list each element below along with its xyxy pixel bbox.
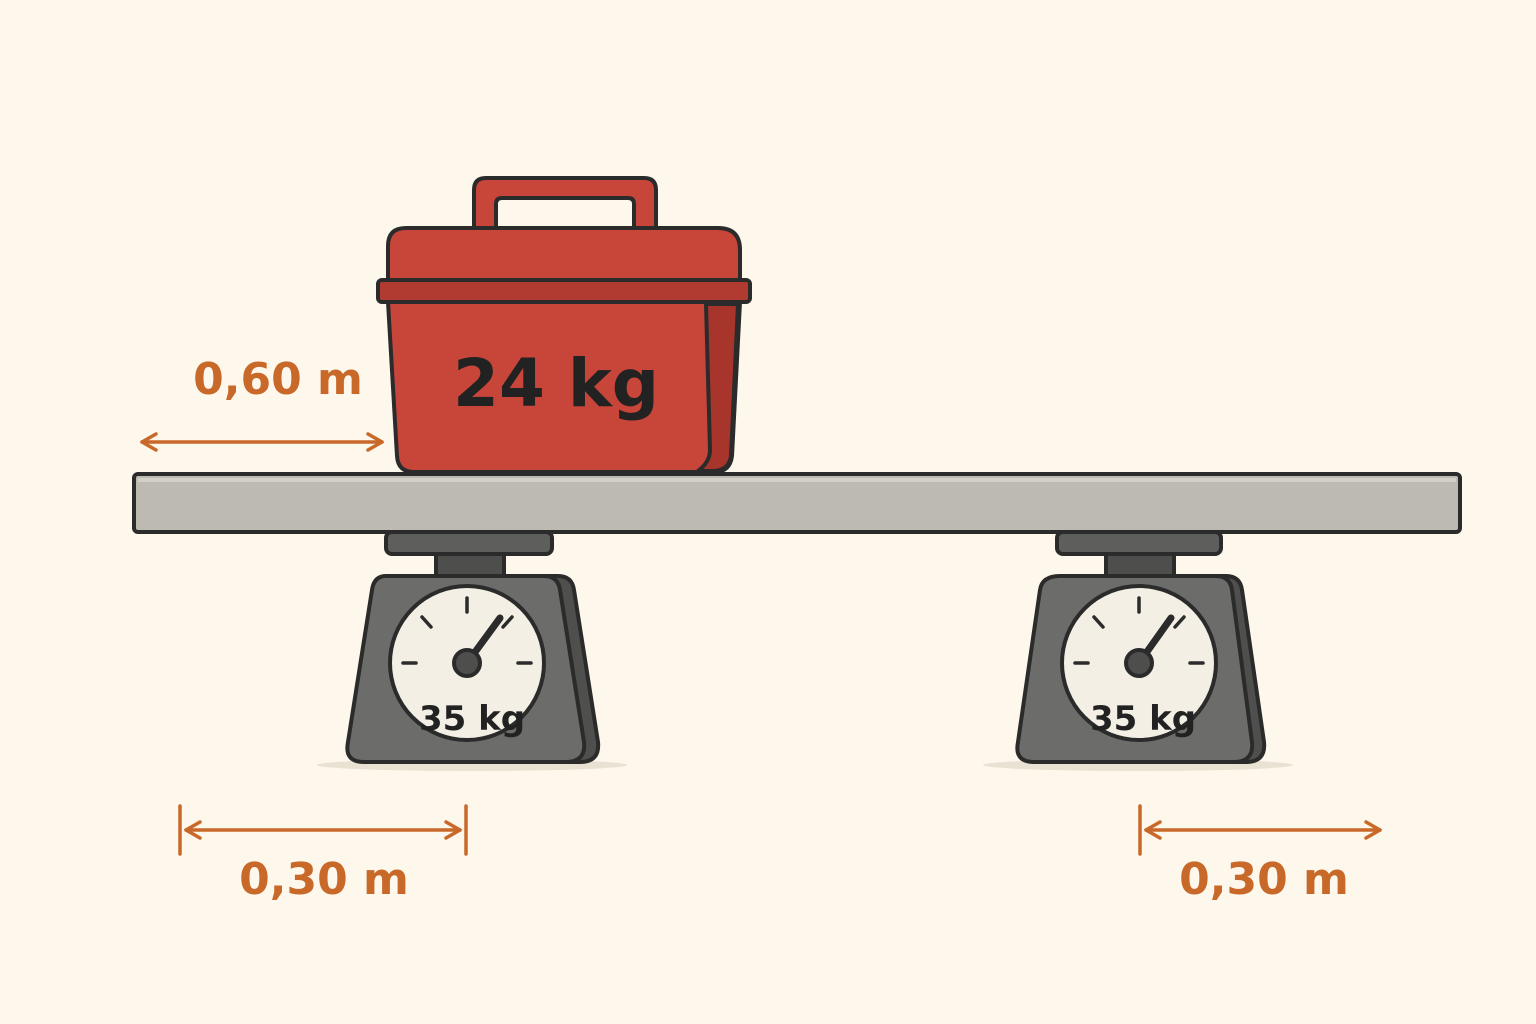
box — [376, 176, 752, 474]
right-scale-hub — [1124, 648, 1154, 678]
left-scale-neck — [434, 552, 506, 578]
right-scale — [1015, 530, 1267, 764]
box-mass-label: 24 kg — [453, 345, 659, 422]
right-scale-platform — [1055, 530, 1223, 556]
left-scale-reading: 35 kg — [419, 699, 525, 739]
right-scale-dial-ticks — [1073, 596, 1205, 665]
box-side-shade — [696, 302, 740, 473]
right-scale-neck — [1104, 552, 1176, 578]
right-scale-offset-label: 0,30 m — [1179, 854, 1349, 905]
box-offset-label: 0,60 m — [193, 354, 363, 405]
right-scale-reading: 35 kg — [1090, 699, 1196, 739]
left-scale-offset-arrow — [178, 804, 468, 856]
box-handle — [472, 176, 658, 236]
left-scale-offset-label: 0,30 m — [239, 854, 409, 905]
box-offset-arrow — [140, 432, 384, 452]
box-lid — [386, 226, 742, 284]
left-scale-dial-ticks — [401, 596, 533, 665]
right-scale-offset-arrow — [1138, 804, 1382, 856]
beam — [132, 472, 1462, 534]
box-rim — [376, 278, 752, 304]
left-scale — [345, 530, 601, 764]
left-scale-platform — [384, 530, 554, 556]
left-scale-hub — [452, 648, 482, 678]
